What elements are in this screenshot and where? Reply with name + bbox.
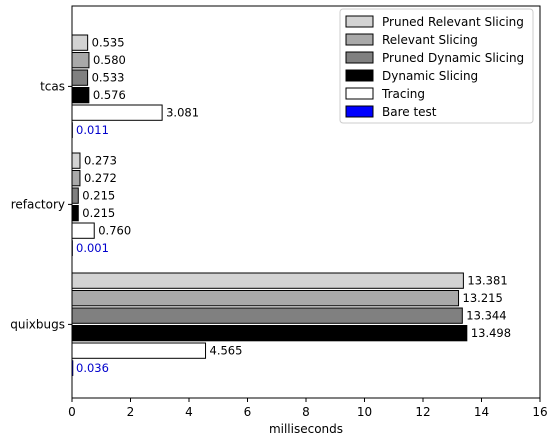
data-label: 0.273 xyxy=(84,154,117,168)
data-label: 0.272 xyxy=(84,171,117,185)
legend-swatch xyxy=(345,105,374,118)
bar xyxy=(71,342,207,359)
legend-swatch xyxy=(345,69,374,82)
legend-frame xyxy=(339,8,534,124)
data-label: 0.535 xyxy=(92,36,125,50)
data-label: 13.381 xyxy=(467,274,507,288)
bar xyxy=(71,222,95,239)
legend-swatch xyxy=(345,87,374,100)
legend-label: Dynamic Slicing xyxy=(382,69,478,83)
bar xyxy=(71,205,79,222)
data-label: 0.215 xyxy=(82,206,115,220)
bar xyxy=(71,170,81,187)
data-label: 13.215 xyxy=(463,291,503,305)
x-tick-label: 14 xyxy=(474,405,489,419)
data-label: 13.344 xyxy=(466,309,506,323)
bar xyxy=(71,325,468,342)
x-tick-label: 2 xyxy=(127,405,135,419)
legend-label: Pruned Relevant Slicing xyxy=(382,15,524,29)
legend-label: Tracing xyxy=(381,87,425,101)
data-label: 0.215 xyxy=(82,189,115,203)
bar xyxy=(71,187,79,204)
data-label: 0.011 xyxy=(76,123,109,137)
data-label: 0.580 xyxy=(93,53,126,67)
x-tick-label: 6 xyxy=(244,405,252,419)
data-label: 13.498 xyxy=(471,326,511,340)
data-label: 0.036 xyxy=(76,361,109,375)
x-tick-label: 0 xyxy=(68,405,76,419)
data-label: 0.760 xyxy=(98,224,131,238)
legend-swatch xyxy=(345,15,374,28)
bar xyxy=(71,104,163,121)
data-label: 4.565 xyxy=(210,344,243,358)
y-tick-label: quixbugs xyxy=(10,317,65,331)
legend-swatch xyxy=(345,51,374,64)
x-tick-label: 12 xyxy=(415,405,430,419)
x-axis-label: milliseconds xyxy=(269,422,343,436)
legend: Pruned Relevant Slicing Relevant Slicing P… xyxy=(339,8,534,124)
x-tick-label: 8 xyxy=(302,405,310,419)
bar xyxy=(71,272,464,289)
legend-label: Relevant Slicing xyxy=(382,33,478,47)
bar xyxy=(71,152,81,169)
data-label: 0.001 xyxy=(76,241,109,255)
bar xyxy=(71,69,89,86)
legend-label: Bare test xyxy=(382,105,437,119)
bar xyxy=(71,34,89,51)
x-tick-label: 16 xyxy=(532,405,547,419)
x-tick-label: 10 xyxy=(357,405,372,419)
axes-layer: tcas refactory quixbugs 0 2 4 6 8 10 12 14 16 millis… xyxy=(10,79,547,436)
y-tick-label: refactory xyxy=(11,197,65,211)
data-label: 3.081 xyxy=(166,106,199,120)
bars-layer: 0.535 0.580 0.533 0.576 3.081 0.011 0.273 0.272… xyxy=(71,34,511,377)
bar xyxy=(71,87,90,104)
bar xyxy=(71,52,90,69)
y-tick-label: tcas xyxy=(40,79,65,93)
bar xyxy=(71,307,463,324)
legend-label: Pruned Dynamic Slicing xyxy=(382,51,524,65)
data-label: 0.576 xyxy=(93,88,126,102)
bar xyxy=(71,290,460,307)
data-label: 0.533 xyxy=(92,71,125,85)
x-tick-label: 4 xyxy=(185,405,193,419)
legend-swatch xyxy=(345,33,374,46)
